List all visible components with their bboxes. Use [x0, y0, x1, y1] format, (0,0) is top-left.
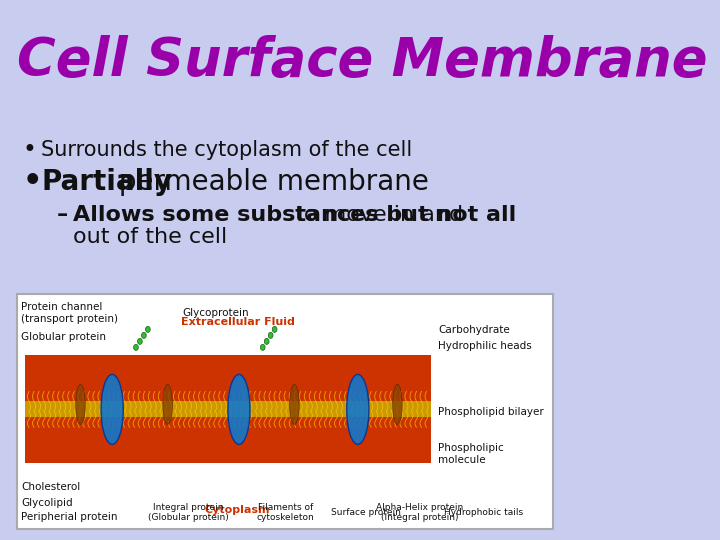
Text: Filaments of
cytoskeleton: Filaments of cytoskeleton	[256, 503, 314, 523]
Ellipse shape	[269, 333, 273, 339]
Text: Protein channel
(transport protein): Protein channel (transport protein)	[21, 302, 118, 324]
Text: Allows some substances but not all: Allows some substances but not all	[73, 205, 516, 225]
Text: Surrounds the cytoplasm of the cell: Surrounds the cytoplasm of the cell	[41, 140, 413, 160]
Text: Partially: Partially	[41, 168, 172, 196]
Text: Glycoprotein: Glycoprotein	[182, 308, 249, 318]
Ellipse shape	[228, 374, 250, 444]
Ellipse shape	[138, 339, 143, 345]
Ellipse shape	[76, 384, 85, 424]
Ellipse shape	[163, 384, 172, 424]
Ellipse shape	[289, 384, 300, 424]
Bar	[25, 355, 431, 401]
Text: Globular protein: Globular protein	[21, 332, 106, 342]
Text: Phospholipic
molecule: Phospholipic molecule	[438, 443, 504, 465]
Ellipse shape	[101, 374, 123, 444]
Text: Peripherial protein: Peripherial protein	[21, 512, 117, 523]
Text: out of the cell: out of the cell	[73, 227, 227, 247]
Ellipse shape	[272, 326, 277, 333]
Bar	[17, 294, 554, 529]
Text: –: –	[57, 205, 68, 225]
Text: Alpha-Helix protein
(integral protein): Alpha-Helix protein (integral protein)	[376, 503, 463, 523]
Bar	[25, 401, 431, 417]
Text: Phospholipid bilayer: Phospholipid bilayer	[438, 407, 544, 417]
Ellipse shape	[145, 326, 150, 333]
Text: Surface protein: Surface protein	[330, 508, 400, 517]
Text: Hydrophilic heads: Hydrophilic heads	[438, 341, 532, 351]
Ellipse shape	[264, 339, 269, 345]
Ellipse shape	[134, 345, 138, 350]
Text: Extracellular Fluid: Extracellular Fluid	[181, 318, 294, 327]
Ellipse shape	[142, 333, 146, 339]
Text: Glycolipid: Glycolipid	[21, 498, 73, 508]
Text: permeable membrane: permeable membrane	[110, 168, 429, 196]
Text: Cholesterol: Cholesterol	[21, 482, 81, 492]
Text: Hydrophobic tails: Hydrophobic tails	[444, 508, 523, 517]
Text: Carbohydrate: Carbohydrate	[438, 325, 510, 335]
Ellipse shape	[392, 384, 402, 424]
Text: to move in and: to move in and	[289, 205, 464, 225]
Ellipse shape	[261, 345, 265, 350]
Text: •: •	[22, 138, 36, 162]
Text: Integral protein
(Globular protein): Integral protein (Globular protein)	[148, 503, 229, 523]
Text: Cytoplasm: Cytoplasm	[205, 505, 271, 515]
Text: Cell Surface Membrane: Cell Surface Membrane	[17, 35, 708, 87]
Ellipse shape	[347, 374, 369, 444]
Bar	[25, 417, 431, 463]
Text: •: •	[22, 167, 42, 197]
